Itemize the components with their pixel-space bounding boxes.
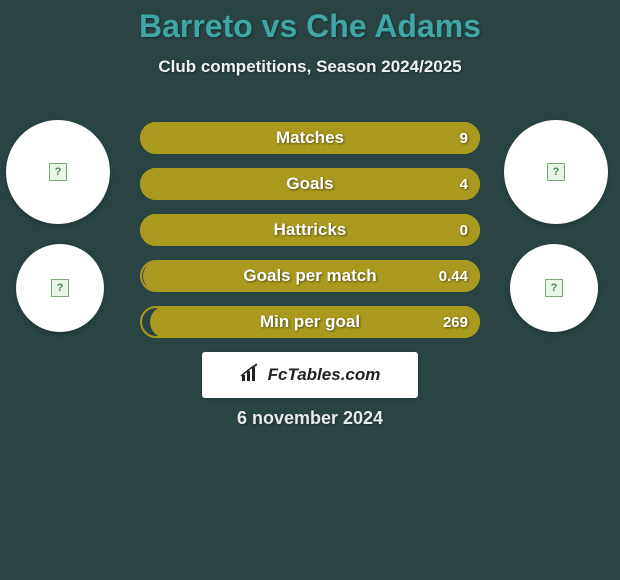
stat-bar-row: Goals4 [140,168,480,200]
left-player-avatar: ? [6,120,110,224]
broken-image-icon: ? [547,163,565,181]
stat-bar-right-fill [143,260,480,292]
stat-bars-container: Matches9 Goals4 Hattricks0 Goals per match0… [140,122,480,352]
broken-image-icon: ? [545,279,563,297]
snapshot-date: 6 november 2024 [0,408,620,429]
comparison-subtitle: Club competitions, Season 2024/2025 [0,57,620,77]
right-avatars-column: ? ? [504,120,614,352]
stat-bar-right-fill [150,306,480,338]
stat-bar-row: Goals per match0.44 [140,260,480,292]
left-club-avatar: ? [16,244,104,332]
bar-chart-icon [240,363,262,388]
comparison-title: Barreto vs Che Adams [0,0,620,45]
right-player-avatar: ? [504,120,608,224]
right-club-avatar: ? [510,244,598,332]
stat-bar-row: Min per goal269 [140,306,480,338]
stat-bar-row: Matches9 [140,122,480,154]
brand-badge: FcTables.com [202,352,418,398]
stat-bar-right-fill [140,122,480,154]
stat-bar-right-fill [140,214,480,246]
brand-text: FcTables.com [268,365,381,385]
stat-bar-right-fill [140,168,480,200]
stat-bar-row: Hattricks0 [140,214,480,246]
left-avatars-column: ? ? [6,120,116,352]
broken-image-icon: ? [49,163,67,181]
broken-image-icon: ? [51,279,69,297]
